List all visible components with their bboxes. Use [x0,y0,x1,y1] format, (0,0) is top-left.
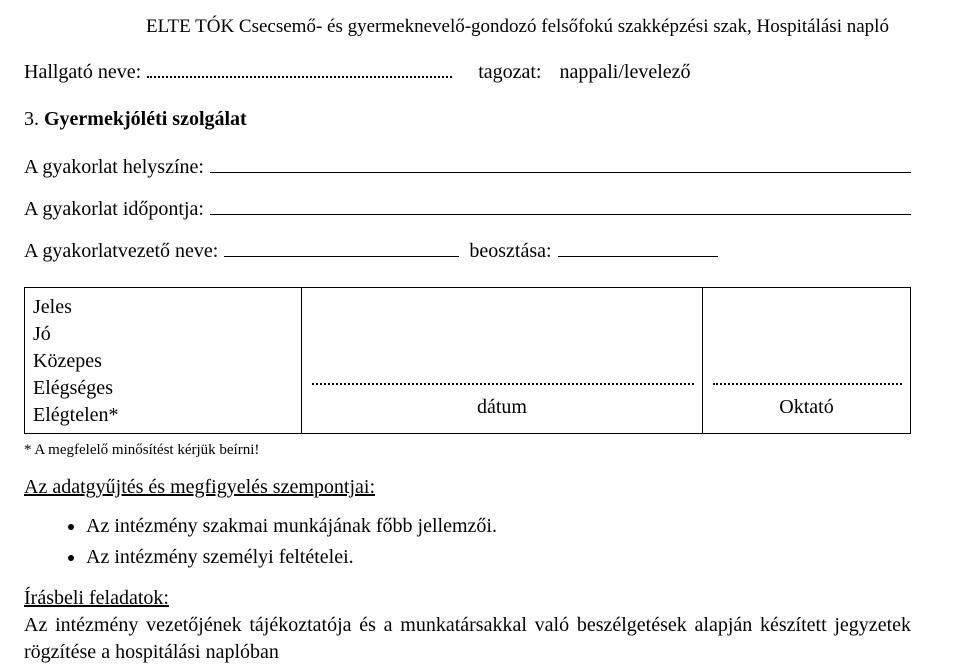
grade-column: Jeles Jó Közepes Elégséges Elégtelen* [24,287,302,434]
tagozat-label: tagozat: [478,59,541,86]
grade-item: Közepes [33,348,293,375]
helyszin-label: A gyakorlat helyszíne: [24,154,204,181]
beosztasa-label: beosztása: [469,238,551,265]
list-item: Az intézmény személyi feltételei. [86,544,911,571]
hallgato-label: Hallgató neve: [24,59,141,86]
page-header: ELTE TÓK Csecsemő- és gyermeknevelő-gond… [24,14,911,40]
hallgato-row: Hallgató neve: tagozat: nappali/levelező [24,58,911,86]
grade-item: Elégtelen* [33,402,293,429]
idopont-label: A gyakorlat időpontja: [24,196,204,223]
hallgato-fill[interactable] [147,58,452,78]
feladatok-title: Írásbeli feladatok: [24,587,169,609]
footnote: * A megfelelő minősítést kérjük beírni! [24,440,911,460]
tagozat-value: nappali/levelező [560,59,691,86]
oktato-label: Oktató [703,394,910,421]
oktato-column: Oktató [703,287,911,434]
vezeto-row: A gyakorlatvezető neve: beosztása: [24,235,911,265]
grade-item: Jó [33,321,293,348]
date-column: dátum [302,287,703,434]
idopont-row: A gyakorlat időpontja: [24,193,911,223]
section-number: 3. [24,108,39,130]
szempont-title: Az adatgyűjtés és megfigyelés szempontja… [24,474,911,501]
oktato-fill-line[interactable] [713,383,902,385]
helyszin-row: A gyakorlat helyszíne: [24,151,911,181]
beosztasa-fill[interactable] [558,235,718,257]
bullet-list: Az intézmény szakmai munkájának főbb jel… [24,513,911,571]
section-title: Gyermekjóléti szolgálat [44,108,247,130]
helyszin-fill[interactable] [210,151,911,173]
section-title-row: 3. Gyermekjóléti szolgálat [24,106,911,133]
list-item: Az intézmény szakmai munkájának főbb jel… [86,513,911,540]
feladatok-block: Írásbeli feladatok: Az intézmény vezetőj… [24,585,911,666]
date-fill-line[interactable] [312,383,694,385]
vezeto-fill[interactable] [224,235,459,257]
vezeto-label: A gyakorlatvezető neve: [24,238,218,265]
feladatok-body: Az intézmény vezetőjének tájékoztatója é… [24,614,911,663]
idopont-fill[interactable] [210,193,911,215]
grade-item: Elégséges [33,375,293,402]
grade-item: Jeles [33,294,293,321]
grade-table: Jeles Jó Közepes Elégséges Elégtelen* dá… [24,287,911,434]
date-label: dátum [302,394,702,421]
